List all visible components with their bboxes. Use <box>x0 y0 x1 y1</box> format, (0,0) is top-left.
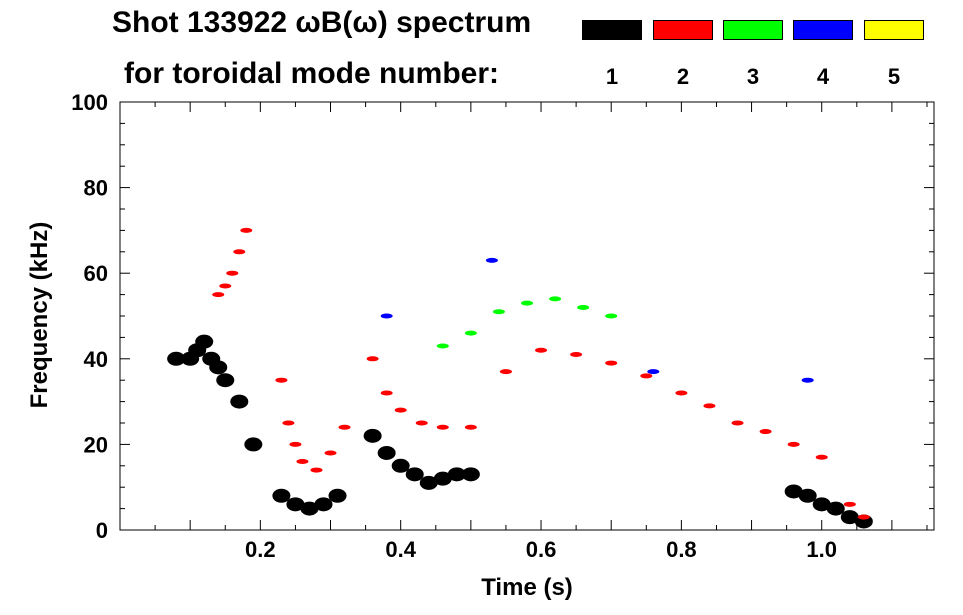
data-point <box>605 360 618 366</box>
data-point <box>300 501 319 516</box>
y-tick-label: 20 <box>84 432 108 457</box>
data-point <box>436 343 449 349</box>
data-point <box>675 390 688 396</box>
data-point <box>640 373 653 379</box>
data-point <box>275 377 288 383</box>
data-point <box>840 510 859 525</box>
data-point <box>405 467 424 482</box>
legend-label-2: 2 <box>676 64 690 89</box>
data-point <box>485 257 498 263</box>
legend-label-1: 1 <box>605 64 619 89</box>
data-point <box>272 488 291 503</box>
series-2 <box>212 227 870 520</box>
data-point <box>492 309 505 315</box>
x-tick-label: 0.8 <box>666 537 697 562</box>
chart-title-line2: for toroidal mode number: <box>124 57 499 90</box>
x-tick-label: 1.0 <box>806 537 837 562</box>
data-point <box>167 351 186 366</box>
data-point <box>447 467 466 482</box>
data-point <box>226 270 239 276</box>
data-point <box>787 441 800 447</box>
legend-swatch-2 <box>653 20 713 40</box>
data-point <box>244 437 263 452</box>
x-tick-label: 0.6 <box>526 537 557 562</box>
series-4 <box>380 257 814 383</box>
x-tick-label: 0.4 <box>385 537 416 562</box>
y-tick-label: 40 <box>84 347 108 372</box>
data-point <box>380 390 393 396</box>
data-point <box>328 488 347 503</box>
data-point <box>784 484 803 499</box>
data-point <box>759 429 772 435</box>
data-point <box>843 501 856 507</box>
data-point <box>826 501 845 516</box>
data-point <box>605 313 618 319</box>
legend-swatch-3 <box>723 20 783 40</box>
y-tick-label: 100 <box>71 90 108 115</box>
data-point <box>240 227 253 233</box>
data-point <box>801 377 814 383</box>
data-point <box>419 475 438 490</box>
data-point <box>464 424 477 430</box>
data-point <box>324 450 337 456</box>
legend-swatch-1 <box>582 20 642 40</box>
data-point <box>282 420 295 426</box>
legend-label-3: 3 <box>746 64 760 89</box>
data-point <box>433 471 452 486</box>
data-point <box>391 458 410 473</box>
data-point <box>314 497 333 512</box>
data-point <box>815 454 828 460</box>
legend-label-4: 4 <box>816 64 830 89</box>
series-1 <box>167 334 873 529</box>
data-point <box>703 403 716 409</box>
data-point <box>521 300 533 306</box>
data-point <box>216 373 235 388</box>
data-point <box>289 441 302 447</box>
data-point <box>230 394 249 409</box>
data-point <box>380 313 393 319</box>
data-point <box>219 283 232 289</box>
data-point <box>499 369 512 375</box>
data-point <box>286 497 305 512</box>
data-point <box>338 424 351 430</box>
data-point <box>464 330 477 336</box>
legend-label-5: 5 <box>887 64 901 89</box>
data-point <box>209 360 228 375</box>
x-axis-label: Time (s) <box>481 574 573 601</box>
chart-title-line1: Shot 133922 ωB(ω) spectrum <box>112 6 532 39</box>
data-point <box>857 514 870 520</box>
data-point <box>195 334 214 349</box>
data-point <box>436 424 449 430</box>
data-point <box>233 249 246 255</box>
y-tick-label: 60 <box>84 261 108 286</box>
data-point <box>798 488 817 503</box>
data-point <box>296 459 309 465</box>
data-point <box>363 428 382 443</box>
data-point <box>577 304 590 310</box>
data-point <box>310 467 323 473</box>
plot-frame <box>119 101 935 531</box>
legend-swatch-5 <box>864 20 924 40</box>
legend-swatch-4 <box>793 20 853 40</box>
data-point <box>394 407 407 413</box>
data-point <box>549 296 562 302</box>
data-point <box>812 497 831 512</box>
data-point <box>535 347 548 353</box>
data-point <box>647 369 660 375</box>
data-point <box>212 292 225 298</box>
data-point <box>377 445 396 460</box>
data-point <box>731 420 744 426</box>
series-3 <box>436 296 618 349</box>
data-point <box>570 352 583 358</box>
data-point <box>461 467 480 482</box>
data-point <box>415 420 428 426</box>
data-point <box>366 356 379 362</box>
x-tick-label: 0.2 <box>245 537 276 562</box>
y-tick-label: 0 <box>96 518 108 543</box>
y-tick-label: 80 <box>84 176 108 201</box>
